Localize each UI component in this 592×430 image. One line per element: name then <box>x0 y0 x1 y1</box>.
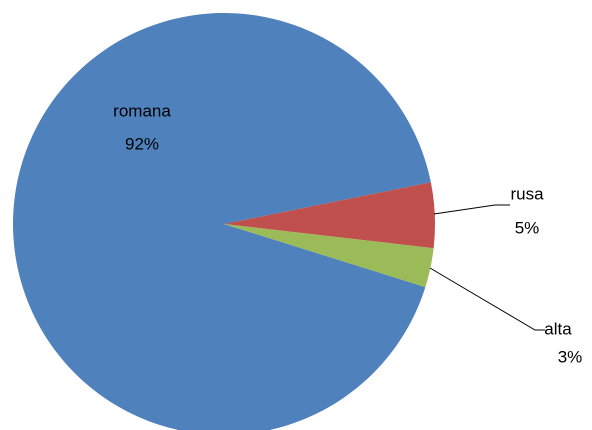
slice-label-name: romana <box>113 101 171 120</box>
leader-line <box>433 204 510 215</box>
pie-slice <box>224 182 435 249</box>
pie-slice <box>13 13 431 430</box>
slice-label-value: 92% <box>125 134 159 153</box>
slice-label-value: 3% <box>558 347 583 366</box>
slice-label-name: alta <box>544 319 572 338</box>
slice-label-value: 5% <box>515 218 540 237</box>
leader-line <box>429 267 545 331</box>
pie-slice <box>224 224 434 288</box>
slice-label-name: rusa <box>510 184 544 203</box>
